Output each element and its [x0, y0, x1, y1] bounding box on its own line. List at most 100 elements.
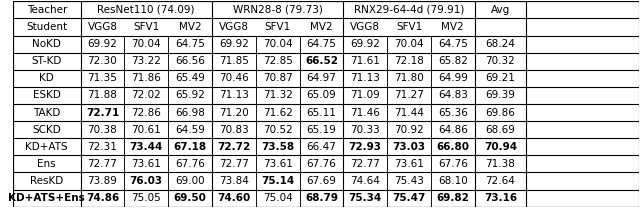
Text: 73.16: 73.16	[484, 193, 517, 203]
Text: 65.09: 65.09	[307, 90, 336, 100]
Text: 65.36: 65.36	[438, 108, 468, 118]
Text: 71.09: 71.09	[350, 90, 380, 100]
Text: 73.22: 73.22	[131, 56, 161, 66]
Text: 72.77: 72.77	[219, 159, 249, 169]
Text: 72.31: 72.31	[88, 142, 117, 152]
Text: 69.92: 69.92	[219, 39, 249, 49]
Text: 72.86: 72.86	[131, 108, 161, 118]
Text: 72.30: 72.30	[88, 56, 117, 66]
Text: 71.20: 71.20	[219, 108, 249, 118]
Text: 67.18: 67.18	[173, 142, 207, 152]
Text: MV2: MV2	[179, 22, 202, 32]
Text: 73.61: 73.61	[262, 159, 292, 169]
Text: 69.92: 69.92	[350, 39, 380, 49]
Text: WRN28-8 (79.73): WRN28-8 (79.73)	[233, 5, 323, 15]
Text: 68.69: 68.69	[485, 125, 515, 135]
Text: 68.24: 68.24	[485, 39, 515, 49]
Text: 75.43: 75.43	[394, 176, 424, 186]
Text: 70.33: 70.33	[350, 125, 380, 135]
Text: 72.18: 72.18	[394, 56, 424, 66]
Text: TAKD: TAKD	[33, 108, 60, 118]
Text: 69.00: 69.00	[175, 176, 205, 186]
Text: ResKD: ResKD	[30, 176, 63, 186]
Text: 64.97: 64.97	[307, 73, 337, 83]
Text: SFV1: SFV1	[264, 22, 291, 32]
Text: 64.99: 64.99	[438, 73, 468, 83]
Text: 69.92: 69.92	[88, 39, 117, 49]
Text: 70.32: 70.32	[486, 56, 515, 66]
Text: 70.46: 70.46	[219, 73, 249, 83]
Text: 71.62: 71.62	[262, 108, 292, 118]
Text: 70.52: 70.52	[263, 125, 292, 135]
Text: 66.52: 66.52	[305, 56, 338, 66]
Text: VGG8: VGG8	[350, 22, 380, 32]
Text: 69.82: 69.82	[436, 193, 469, 203]
Text: 69.39: 69.39	[485, 90, 515, 100]
Text: ESKD: ESKD	[33, 90, 61, 100]
Text: 75.14: 75.14	[261, 176, 294, 186]
Text: 73.89: 73.89	[88, 176, 117, 186]
Text: 75.34: 75.34	[349, 193, 382, 203]
Text: NoKD: NoKD	[33, 39, 61, 49]
Text: 72.02: 72.02	[131, 90, 161, 100]
Text: ResNet110 (74.09): ResNet110 (74.09)	[97, 5, 195, 15]
Text: Teacher: Teacher	[27, 5, 67, 15]
Text: 71.38: 71.38	[485, 159, 515, 169]
Text: 67.69: 67.69	[307, 176, 337, 186]
Text: 71.80: 71.80	[394, 73, 424, 83]
Text: 71.13: 71.13	[350, 73, 380, 83]
Text: 67.76: 67.76	[175, 159, 205, 169]
Text: 74.64: 74.64	[350, 176, 380, 186]
Text: 68.10: 68.10	[438, 176, 468, 186]
Text: 71.85: 71.85	[219, 56, 249, 66]
Text: 70.83: 70.83	[219, 125, 249, 135]
Text: 73.61: 73.61	[131, 159, 161, 169]
Text: 67.76: 67.76	[307, 159, 337, 169]
Text: 75.47: 75.47	[392, 193, 426, 203]
Text: 64.75: 64.75	[175, 39, 205, 49]
Text: 70.04: 70.04	[131, 39, 161, 49]
Text: RNX29-64-4d (79.91): RNX29-64-4d (79.91)	[354, 5, 464, 15]
Text: 71.13: 71.13	[219, 90, 249, 100]
Text: MV2: MV2	[442, 22, 464, 32]
Text: 67.76: 67.76	[438, 159, 468, 169]
Text: 72.77: 72.77	[88, 159, 117, 169]
Text: KD+ATS: KD+ATS	[26, 142, 68, 152]
Text: 73.84: 73.84	[219, 176, 249, 186]
Text: 65.82: 65.82	[438, 56, 468, 66]
Text: MV2: MV2	[310, 22, 333, 32]
Text: 70.87: 70.87	[263, 73, 292, 83]
Text: 69.86: 69.86	[485, 108, 515, 118]
Text: SFV1: SFV1	[133, 22, 159, 32]
Text: 72.71: 72.71	[86, 108, 119, 118]
Text: 71.27: 71.27	[394, 90, 424, 100]
Text: ST-KD: ST-KD	[31, 56, 62, 66]
Text: 72.77: 72.77	[350, 159, 380, 169]
Text: 75.04: 75.04	[263, 193, 292, 203]
Text: 70.38: 70.38	[88, 125, 117, 135]
Text: 73.03: 73.03	[392, 142, 426, 152]
Text: 64.59: 64.59	[175, 125, 205, 135]
Text: 71.35: 71.35	[88, 73, 117, 83]
Text: 69.21: 69.21	[485, 73, 515, 83]
Text: 76.03: 76.03	[130, 176, 163, 186]
Text: 64.86: 64.86	[438, 125, 468, 135]
Text: 70.04: 70.04	[394, 39, 424, 49]
Text: 66.98: 66.98	[175, 108, 205, 118]
Text: 74.86: 74.86	[86, 193, 119, 203]
Text: 72.64: 72.64	[485, 176, 515, 186]
Text: SFV1: SFV1	[396, 22, 422, 32]
Text: 64.83: 64.83	[438, 90, 468, 100]
Text: 71.44: 71.44	[394, 108, 424, 118]
Text: VGG8: VGG8	[219, 22, 249, 32]
Text: 71.46: 71.46	[350, 108, 380, 118]
Text: 73.61: 73.61	[394, 159, 424, 169]
Text: 65.49: 65.49	[175, 73, 205, 83]
Text: 70.04: 70.04	[263, 39, 292, 49]
Text: 72.72: 72.72	[217, 142, 250, 152]
Text: 65.11: 65.11	[307, 108, 337, 118]
Text: 66.80: 66.80	[436, 142, 469, 152]
Text: KD: KD	[40, 73, 54, 83]
Text: 71.86: 71.86	[131, 73, 161, 83]
Text: Student: Student	[26, 22, 67, 32]
